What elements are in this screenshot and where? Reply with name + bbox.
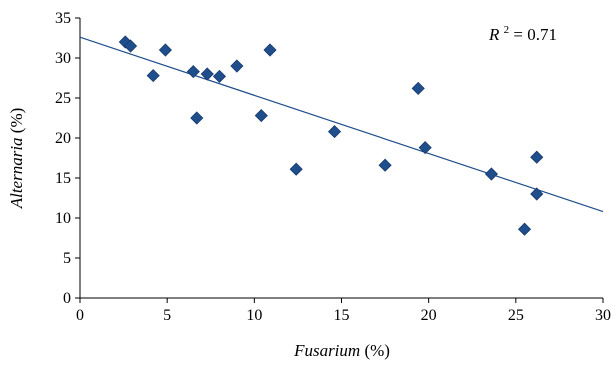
x-tick-label: 5 xyxy=(163,307,171,324)
r-squared-annotation: R 2 = 0.71 xyxy=(488,18,557,44)
data-point xyxy=(123,39,138,53)
y-tick-label: 20 xyxy=(55,130,71,147)
data-point xyxy=(289,162,303,176)
r-squared-superscript: 2 xyxy=(504,24,510,36)
r-squared-value: = 0.71 xyxy=(513,25,557,44)
y-tick-label: 10 xyxy=(55,210,71,227)
data-point xyxy=(254,109,268,123)
r-squared-symbol: R xyxy=(488,25,500,44)
y-tick-label: 25 xyxy=(55,90,71,107)
y-tick-label: 30 xyxy=(55,50,71,67)
data-point xyxy=(530,187,544,201)
axes: 0 5 10 15 20 25 30 35 0 5 10 15 20 25 30 xyxy=(55,10,611,324)
x-tick-label: 20 xyxy=(421,307,437,324)
x-axis-title-italic: Fusarium xyxy=(293,341,360,360)
y-tick-label: 0 xyxy=(63,290,71,307)
y-tick-label: 5 xyxy=(63,250,71,267)
data-points xyxy=(118,35,544,236)
data-point xyxy=(186,65,200,79)
data-point xyxy=(158,43,172,57)
y-axis-title-italic: Alternaria xyxy=(7,137,26,209)
data-point xyxy=(530,150,544,164)
x-axis-title-unit: (%) xyxy=(364,341,389,360)
trendline xyxy=(79,36,604,213)
data-point xyxy=(146,69,160,83)
y-tick-label: 15 xyxy=(55,170,71,187)
x-tick-label: 10 xyxy=(246,307,262,324)
data-point xyxy=(484,167,498,181)
data-point xyxy=(230,59,244,73)
x-tick-label: 0 xyxy=(76,307,84,324)
data-point xyxy=(190,111,204,125)
y-axis-title-unit: (%) xyxy=(7,108,26,133)
data-point xyxy=(418,141,432,155)
data-point xyxy=(263,43,277,57)
x-axis-title: Fusarium (%) xyxy=(293,341,390,360)
x-tick-label: 15 xyxy=(334,307,350,324)
y-tick-label: 35 xyxy=(55,10,71,27)
data-point xyxy=(327,125,342,139)
data-point xyxy=(212,69,227,83)
data-point xyxy=(517,222,532,236)
y-axis-title: Alternaria (%) xyxy=(7,108,26,210)
x-tick-label: 30 xyxy=(595,307,611,324)
data-point xyxy=(200,67,214,81)
data-point xyxy=(411,81,425,95)
x-tick-label: 25 xyxy=(508,307,524,324)
data-point xyxy=(378,158,392,172)
trendline-layer xyxy=(79,36,604,213)
